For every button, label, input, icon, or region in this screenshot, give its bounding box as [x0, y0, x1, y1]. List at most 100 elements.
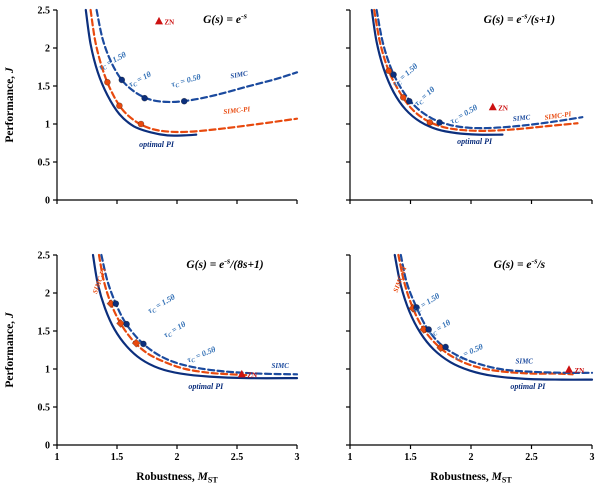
curve-marker-circle: [141, 94, 148, 102]
curve-marker-circle: [413, 304, 420, 311]
curve-simc: [399, 253, 594, 374]
curve-marker-circle: [426, 119, 434, 126]
annotation--c-0-5-: τC = 0.5θ: [170, 72, 203, 90]
subplot-title: G(s) = e-s/(s+1): [484, 12, 556, 26]
x-tick-label: 2.5: [231, 452, 244, 463]
curve-simc: [100, 253, 299, 376]
subplot-title: G(s) = e-s/(8s+1): [186, 257, 263, 271]
axes: [346, 9, 593, 204]
y-tick-label: 0: [45, 196, 50, 207]
x-axis-title: Robustness, MST: [136, 471, 218, 485]
curve-marker-circle: [425, 326, 432, 333]
curve-marker-circle: [116, 102, 123, 110]
axes: [346, 254, 593, 449]
subplot-title: G(s) = e-s/s: [494, 257, 546, 271]
y-tick-label: 2: [45, 44, 50, 55]
subplot-bottom-left-lag-dominant: 0 0.5 1 1.5 2 2.5 1 1.5 2 2.5 3 Performance, J Robus…: [0, 247, 300, 494]
x-tick-label: 3: [295, 452, 300, 463]
annotation-simc-pi: SIMC-PI: [223, 105, 251, 116]
curves-group: [393, 253, 594, 381]
curve-marker-circle: [123, 320, 130, 328]
annotation-optimal-pi: optimal PI: [139, 140, 175, 149]
curve-marker-circle: [442, 343, 449, 351]
annotation-simc-pi: SIMC-PI: [91, 267, 108, 295]
y-tick-label: 0.5: [38, 403, 51, 414]
chart-canvas-2: 0 0.5 1 1.5 2 2.5 1 1.5 2 2.5 3 Performance, J Robus…: [4, 251, 300, 485]
annotation-simc: SIMC: [271, 362, 289, 370]
y-tick-label: 1: [45, 365, 50, 376]
subplot-bottom-right-integrating: 1 1.5 2 2.5 3 Robustness, MST G(s) = e-s/s ZN SI…: [300, 247, 600, 494]
y-axis-title: Performance, J: [4, 66, 16, 143]
y-tick-label: 1.5: [38, 82, 51, 93]
annotation-optimal-pi: optimal PI: [510, 382, 546, 391]
zn-label: ZN: [575, 367, 585, 375]
axes: [53, 9, 298, 204]
curve-optimal-pi: [370, 8, 504, 136]
curve-marker-circle: [137, 120, 145, 128]
subplot-top-left-pure-delay: 0 0.5 1 1.5 2 2.5 Performance, J G(s) = e-s ZN τC…: [0, 0, 300, 247]
y-axis-title: Performance, J: [4, 311, 16, 388]
curve-optimal-pi: [393, 253, 594, 381]
y-tick-label: 2.5: [38, 251, 51, 262]
annotation-optimal-pi: optimal PI: [457, 137, 493, 146]
axes: [53, 254, 298, 449]
curve-marker-diamond: [131, 338, 141, 348]
curve-marker-circle: [118, 76, 126, 84]
annotation--c-1-: τC = 1θ: [162, 319, 189, 341]
y-tick-label: 2.5: [38, 6, 51, 17]
annotation-simc: SIMC: [512, 113, 531, 123]
zn-marker-icon: [565, 365, 574, 373]
annotation-optimal-pi: optimal PI: [188, 382, 224, 391]
curve-marker-circle: [436, 119, 443, 126]
curves-group: [84, 8, 299, 137]
zn-marker-icon: [488, 102, 497, 111]
curve-marker-circle: [405, 97, 413, 105]
x-tick-label: 1: [348, 452, 353, 463]
curve-marker-diamond: [116, 318, 126, 328]
curve-marker-circle: [385, 67, 393, 75]
x-tick-label: 3: [590, 452, 595, 463]
curve-simc-pi: [97, 253, 248, 377]
x-tick-label: 1.5: [404, 452, 417, 463]
curve-simc: [95, 8, 299, 104]
curve-optimal-pi: [84, 8, 198, 137]
curve-simc-pi: [397, 253, 574, 376]
curve-marker-circle: [140, 340, 147, 348]
x-tick-label: 1: [55, 452, 60, 463]
y-tick-label: 1: [45, 120, 50, 131]
subplot-top-right-first-order: G(s) = e-s/(s+1) ZN τC = 1.5θ τC = 1θ τC = 0…: [300, 0, 600, 247]
annotation--c-0-5-: τC = 0.5θ: [186, 344, 219, 366]
y-tick-label: 2: [45, 289, 50, 300]
zn-marker-icon: [237, 369, 246, 378]
x-axis-title: Robustness, MST: [430, 471, 512, 485]
annotation--c-1-5-: τC = 1.5θ: [146, 292, 178, 317]
curve-marker-circle: [104, 78, 111, 86]
annotation--c-1-: τC = 1θ: [413, 84, 439, 109]
subplot-title: G(s) = e-s: [203, 12, 247, 26]
curve-marker-circle: [180, 97, 188, 105]
curves-group: [91, 253, 299, 380]
y-tick-label: 0: [45, 441, 50, 452]
x-tick-label: 2: [469, 452, 474, 463]
chart-canvas-0: 0 0.5 1 1.5 2 2.5 Performance, J G(s) = e-s ZN τC…: [4, 6, 299, 207]
curve-simc-pi: [89, 8, 299, 134]
zn-label: ZN: [165, 18, 175, 26]
annotation--c-1-5-: τC = 1.5θ: [97, 50, 129, 74]
y-tick-label: 0.5: [38, 158, 51, 169]
annotation-simc-pi: SIMC-PI: [544, 110, 572, 122]
curve-marker-circle: [399, 94, 407, 101]
zn-label: ZN: [498, 104, 508, 112]
x-tick-label: 2.5: [525, 452, 538, 463]
curve-marker-circle: [390, 71, 397, 78]
x-tick-label: 1.5: [111, 452, 124, 463]
y-tick-label: 1.5: [38, 327, 51, 338]
chart-canvas-3: 1 1.5 2 2.5 3 Robustness, MST G(s) = e-s/s ZN SI…: [346, 253, 595, 485]
annotation--c-1-: τC = 1θ: [127, 69, 154, 90]
zn-label: ZN: [247, 371, 257, 379]
zn-marker-icon: [155, 16, 163, 25]
annotation--c-0-5-: τC = 0.5θ: [448, 102, 480, 127]
x-tick-label: 2: [175, 452, 180, 463]
curve-marker-circle: [112, 300, 120, 307]
